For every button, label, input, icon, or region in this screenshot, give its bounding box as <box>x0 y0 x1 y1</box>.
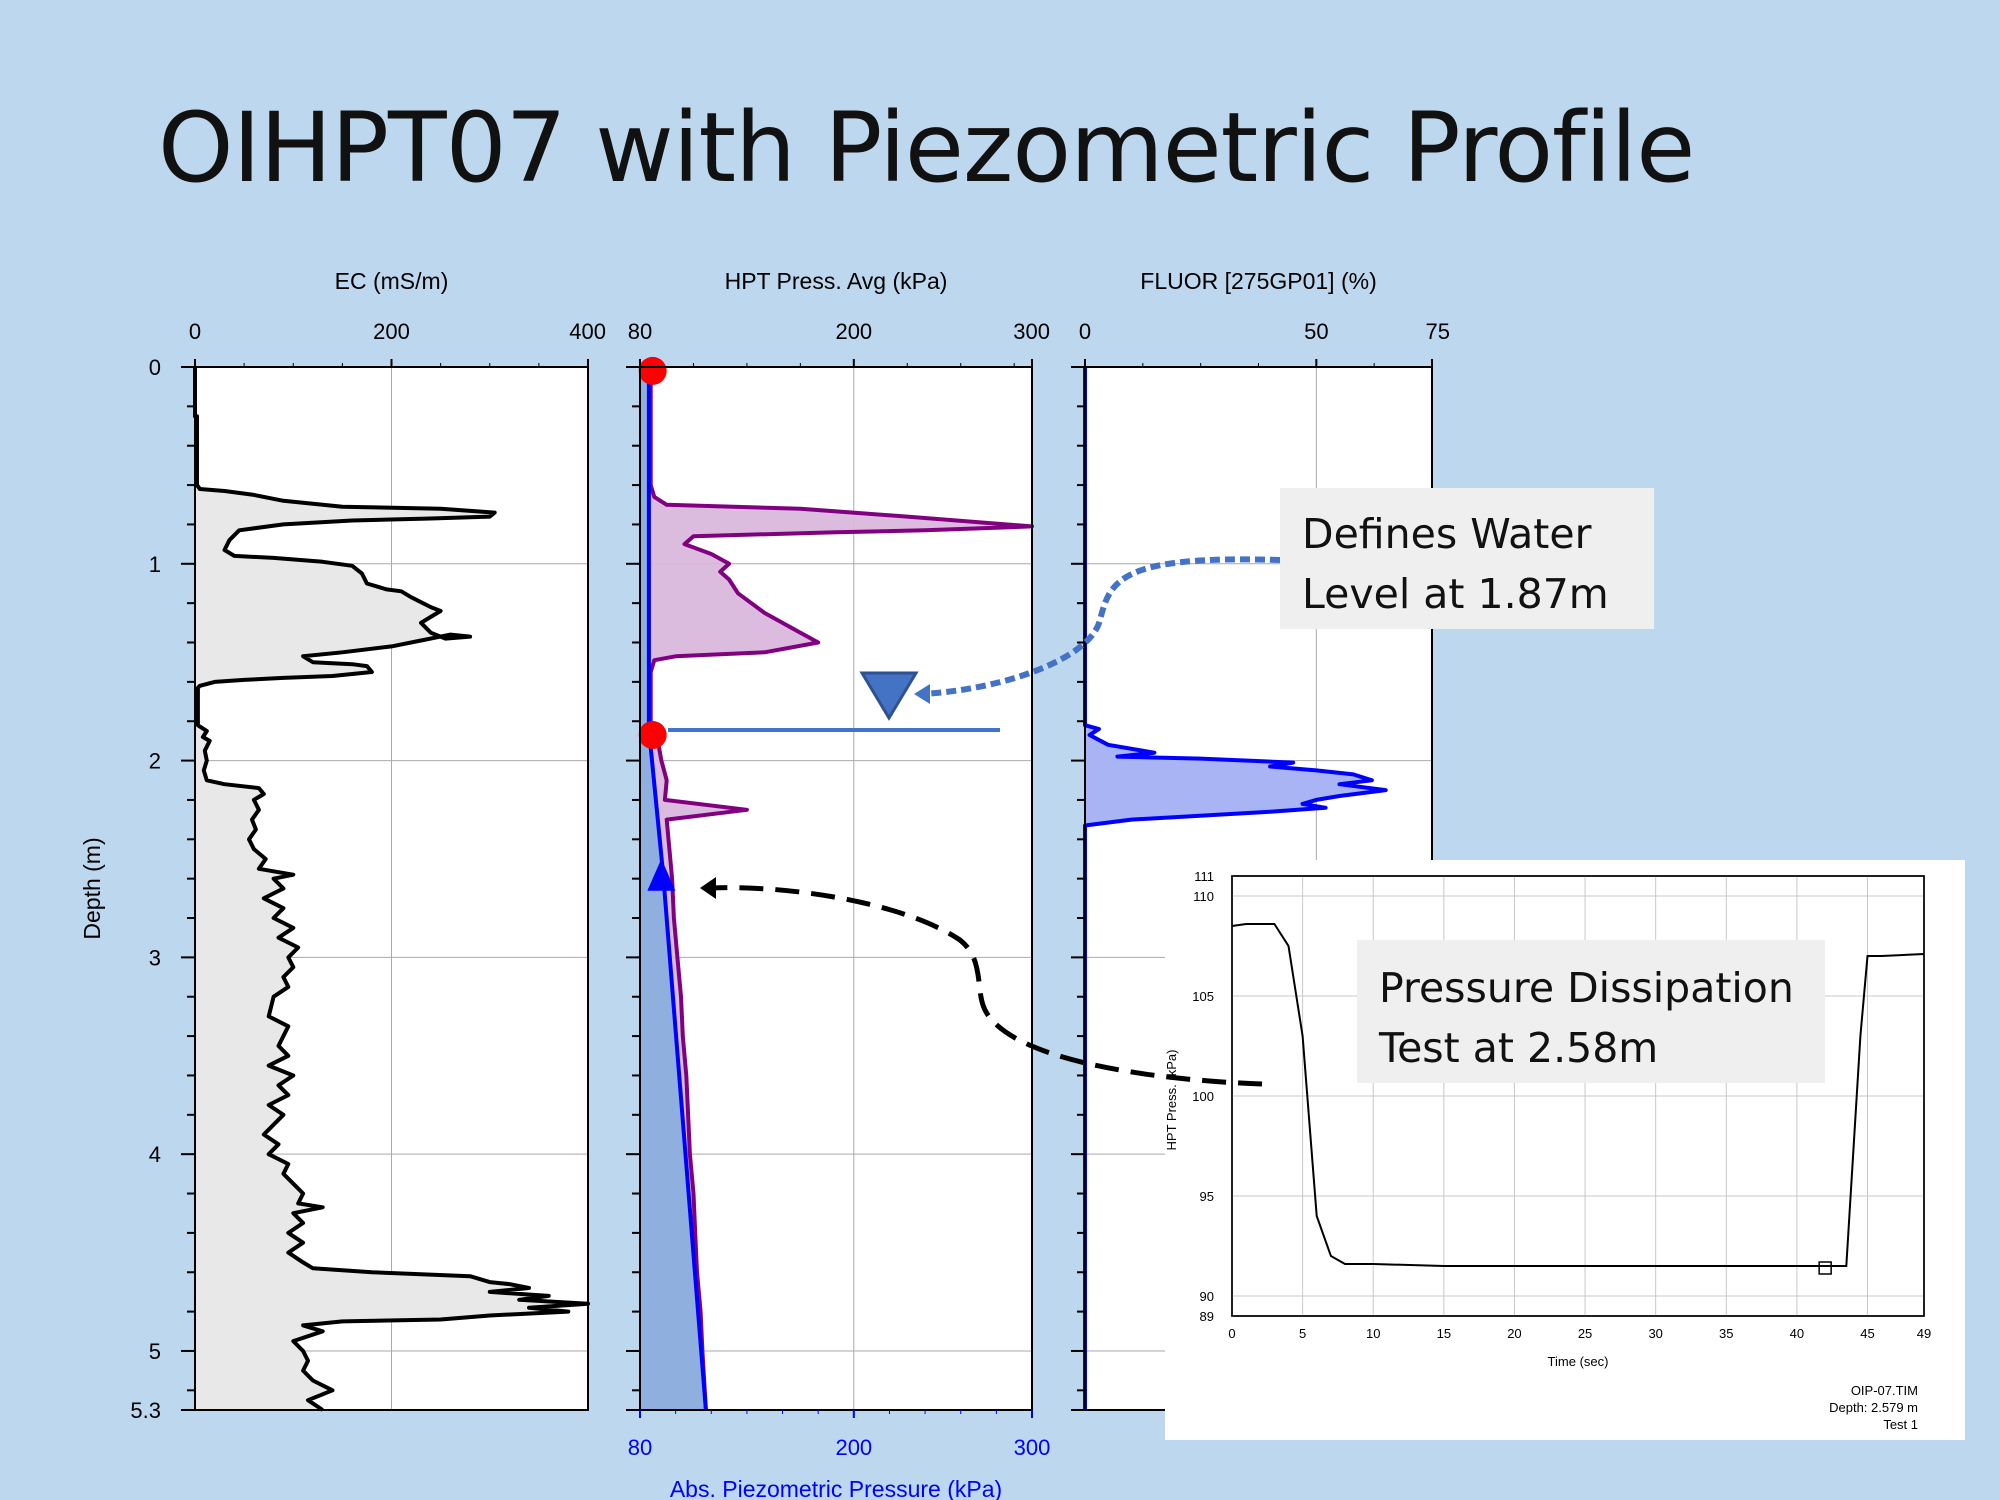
dissipation-ytick-label: 110 <box>1193 889 1214 904</box>
dissipation-xtick-label: 15 <box>1437 1326 1451 1341</box>
ec-chart: 0 200 400 EC (mS/m) 0 1 2 3 4 5 5.3 Depth (m) <box>79 268 606 1423</box>
depth-axis-label: Depth (m) <box>79 837 105 939</box>
red-dot-marker <box>638 356 667 385</box>
dissipation-xtick-label: 5 <box>1299 1326 1306 1341</box>
depth-tick-label: 0 <box>149 355 161 380</box>
dissipation-note: Test 1 <box>1883 1417 1918 1432</box>
depth-tick-label: 3 <box>149 945 161 970</box>
dissipation-ytick-label: 89 <box>1200 1309 1214 1324</box>
fluor-xtick-label: 0 <box>1079 319 1091 344</box>
hpt-bottom-xtick-label: 200 <box>835 1435 872 1460</box>
hpt-xtick-label: 80 <box>628 319 652 344</box>
water-level-callout: Defines Water Level at 1.87m <box>1280 488 1654 629</box>
dissipation-arrow <box>711 885 1263 1087</box>
water-level-triangle-icon <box>859 671 919 721</box>
fluor-series-line <box>1083 367 1388 1410</box>
dissipation-ytick-label: 111 <box>1194 869 1214 884</box>
dissipation-note: OIP-07.TIM <box>1851 1383 1918 1398</box>
water-level-callout-line-2: Level at 1.87m <box>1302 570 1609 618</box>
dissipation-xtick-label: 45 <box>1860 1326 1874 1341</box>
water-level-arrowhead-icon <box>914 684 930 704</box>
piezometric-area-fill <box>640 367 706 1410</box>
ec-xtick-label: 0 <box>189 319 201 344</box>
dissipation-callout-line-2: Test at 2.58m <box>1379 1024 1659 1072</box>
dissipation-xtick-label: 0 <box>1228 1326 1235 1341</box>
dissipation-frame <box>1231 875 1925 1317</box>
ec-title: EC (mS/m) <box>335 268 449 294</box>
hpt-xtick-label: 200 <box>835 319 872 344</box>
fluor-xtick-label: 50 <box>1304 319 1328 344</box>
hpt-area-fill <box>648 367 1032 1410</box>
ec-xtick-label: 400 <box>569 319 606 344</box>
dissipation-xtick-label: 35 <box>1719 1326 1733 1341</box>
dissipation-callout-line-1: Pressure Dissipation <box>1379 964 1794 1012</box>
dissipation-xtick-label: 20 <box>1507 1326 1521 1341</box>
slide-title: OIHPT07 with Piezometric Profile <box>158 92 1695 204</box>
hpt-frame <box>639 366 1033 1411</box>
dissipation-arrowhead-icon <box>700 877 716 899</box>
dissipation-callout: Pressure Dissipation Test at 2.58m <box>1357 940 1825 1083</box>
ec-area-fill <box>195 367 588 1410</box>
hpt-xtick-label: 300 <box>1013 319 1050 344</box>
dissipation-series-line <box>1231 923 1925 1267</box>
dissipation-xtick-label: 40 <box>1790 1326 1804 1341</box>
dissipation-xtick-label: 10 <box>1366 1326 1380 1341</box>
dissipation-xtick-label: 25 <box>1578 1326 1592 1341</box>
depth-tick-label: 2 <box>149 749 161 774</box>
hpt-bottom-axis-label: Abs. Piezometric Pressure (kPa) <box>670 1476 1002 1500</box>
hpt-title: HPT Press. Avg (kPa) <box>725 268 948 294</box>
blue-triangle-marker <box>647 858 676 891</box>
dissipation-xaxis-label: Time (sec) <box>1548 1354 1609 1369</box>
depth-tick-label: 5.3 <box>130 1398 161 1423</box>
dissipation-ytick-label: 100 <box>1192 1089 1214 1104</box>
dissipation-xtick-label: 30 <box>1648 1326 1662 1341</box>
dissipation-yaxis-label: HPT Press. (kPa) <box>1164 1050 1179 1151</box>
hpt-chart: 80 200 300 HPT Press. Avg (kPa) 80 200 300 Abs.… <box>626 268 1050 1500</box>
annotations <box>668 556 1281 1087</box>
water-level-callout-line-1: Defines Water <box>1302 510 1592 558</box>
dissipation-ytick-label: 95 <box>1200 1189 1214 1204</box>
dissipation-ytick-label: 90 <box>1200 1289 1214 1304</box>
dissipation-ytick-label: 105 <box>1192 989 1214 1004</box>
depth-tick-label: 1 <box>149 552 161 577</box>
ec-series-line <box>193 367 590 1412</box>
depth-tick-label: 5 <box>149 1339 161 1364</box>
dissipation-square-marker <box>1818 1261 1832 1275</box>
dissipation-xtick-label: 49 <box>1917 1326 1931 1341</box>
depth-tick-label: 4 <box>149 1142 161 1167</box>
hpt-bottom-xtick-label: 80 <box>628 1435 652 1460</box>
ec-xtick-label: 200 <box>373 319 410 344</box>
hpt-bottom-xtick-label: 300 <box>1014 1435 1051 1460</box>
red-dot-marker <box>638 721 667 750</box>
piezometric-series-line <box>646 367 708 1411</box>
fluor-xtick-label: 75 <box>1426 319 1450 344</box>
dissipation-note: Depth: 2.579 m <box>1829 1400 1918 1415</box>
fluor-title: FLUOR [275GP01] (%) <box>1140 268 1376 294</box>
water-level-arrow <box>921 556 1281 697</box>
